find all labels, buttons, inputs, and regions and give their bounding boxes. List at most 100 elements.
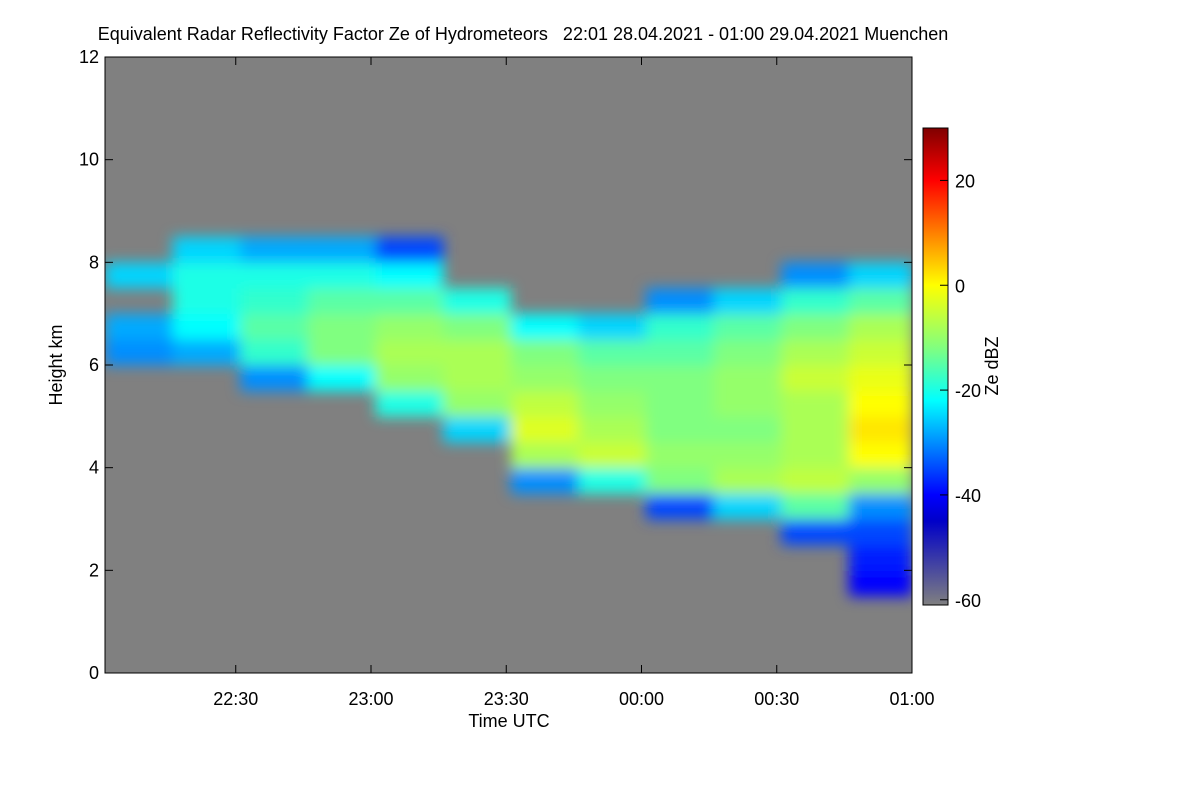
x-tick-label: 00:00	[619, 689, 664, 709]
heatmap-cell	[578, 467, 647, 494]
heatmap-cell	[578, 390, 647, 417]
heatmap-cell	[646, 416, 715, 443]
heatmap-cell	[375, 339, 444, 366]
heatmap-cell	[713, 390, 782, 417]
heatmap-cell	[172, 236, 241, 263]
y-tick-label: 4	[89, 458, 99, 478]
heatmap-cell	[713, 365, 782, 392]
heatmap-cell	[240, 313, 309, 340]
heatmap-cell	[848, 519, 912, 546]
x-tick-label: 01:00	[889, 689, 934, 709]
heatmap-cell	[848, 390, 912, 417]
colorbar-tick-label: 0	[955, 276, 965, 296]
heatmap-cell	[848, 262, 912, 289]
heatmap-cell	[848, 339, 912, 366]
heatmap-cell	[578, 442, 647, 469]
heatmap-cell	[646, 442, 715, 469]
x-tick-label: 00:30	[754, 689, 799, 709]
heatmap-cell	[510, 339, 579, 366]
heatmap-cell	[307, 262, 377, 289]
y-tick-label: 8	[89, 252, 99, 272]
heatmap-cell	[307, 313, 377, 340]
colorbar-tick-label: -60	[955, 591, 981, 611]
x-tick-label: 23:00	[348, 689, 393, 709]
heatmap-cell	[646, 339, 715, 366]
heatmap-cell	[578, 365, 647, 392]
heatmap-cell	[781, 519, 850, 546]
x-axis-label: Time UTC	[468, 711, 549, 731]
heatmap-cell	[713, 339, 782, 366]
heatmap-cell	[510, 365, 579, 392]
heatmap-cell	[646, 288, 715, 315]
heatmap-cell	[646, 467, 715, 494]
heatmap-cell	[646, 313, 715, 340]
colorbar-tick-label: -40	[955, 486, 981, 506]
heatmap-cell	[781, 390, 850, 417]
y-tick-label: 6	[89, 355, 99, 375]
heatmap-cell	[848, 570, 912, 597]
heatmap-cell	[172, 288, 241, 315]
heatmap-cell	[443, 288, 512, 315]
heatmap-cell	[105, 339, 174, 366]
heatmap-cell	[375, 236, 444, 263]
heatmap-cell	[848, 544, 912, 571]
y-tick-label: 10	[79, 150, 99, 170]
heatmap-cell	[307, 236, 377, 263]
heatmap-cell	[781, 416, 850, 443]
heatmap-cell	[240, 339, 309, 366]
heatmap-cell	[443, 313, 512, 340]
heatmap-cell	[510, 442, 579, 469]
heatmap-cell	[713, 313, 782, 340]
heatmap-cell	[848, 288, 912, 315]
heatmap-cell	[375, 313, 444, 340]
heatmap-cell	[848, 416, 912, 443]
heatmap-cell	[713, 288, 782, 315]
heatmap-cell	[781, 365, 850, 392]
heatmap-cell	[172, 313, 241, 340]
y-tick-label: 2	[89, 560, 99, 580]
heatmap-cell	[172, 339, 241, 366]
heatmap-cell	[307, 339, 377, 366]
heatmap-cell	[781, 442, 850, 469]
heatmap-cell	[848, 365, 912, 392]
heatmap-cell	[105, 262, 174, 289]
heatmap-cell	[307, 365, 377, 392]
heatmap-cell	[781, 262, 850, 289]
heatmap-cell	[375, 262, 444, 289]
heatmap-cell	[713, 493, 782, 520]
heatmap-cell	[240, 288, 309, 315]
y-axis-label: Height km	[46, 324, 66, 405]
heatmap-cell	[848, 493, 912, 520]
heatmap-cell	[105, 313, 174, 340]
heatmap	[105, 236, 912, 597]
heatmap-cell	[578, 313, 647, 340]
heatmap-cell	[578, 339, 647, 366]
heatmap-cell	[240, 365, 309, 392]
heatmap-cell	[510, 390, 579, 417]
heatmap-cell	[510, 467, 579, 494]
heatmap-cell	[443, 390, 512, 417]
heatmap-cell	[713, 442, 782, 469]
heatmap-cell	[172, 262, 241, 289]
heatmap-cell	[781, 313, 850, 340]
colorbar-tick-label: 20	[955, 171, 975, 191]
heatmap-cell	[443, 339, 512, 366]
heatmap-cell	[781, 339, 850, 366]
colorbar-tick-label: -20	[955, 381, 981, 401]
heatmap-cell	[848, 313, 912, 340]
heatmap-cell	[646, 493, 715, 520]
x-tick-label: 22:30	[213, 689, 258, 709]
chart-title: Equivalent Radar Reflectivity Factor Ze …	[98, 24, 949, 44]
heatmap-cell	[443, 365, 512, 392]
x-tick-label: 23:30	[484, 689, 529, 709]
heatmap-cell	[240, 236, 309, 263]
heatmap-cell	[307, 288, 377, 315]
heatmap-cell	[713, 416, 782, 443]
heatmap-cell	[848, 442, 912, 469]
heatmap-cell	[510, 313, 579, 340]
heatmap-cell	[646, 390, 715, 417]
y-tick-label: 12	[79, 47, 99, 67]
heatmap-cell	[375, 365, 444, 392]
heatmap-cell	[848, 467, 912, 494]
